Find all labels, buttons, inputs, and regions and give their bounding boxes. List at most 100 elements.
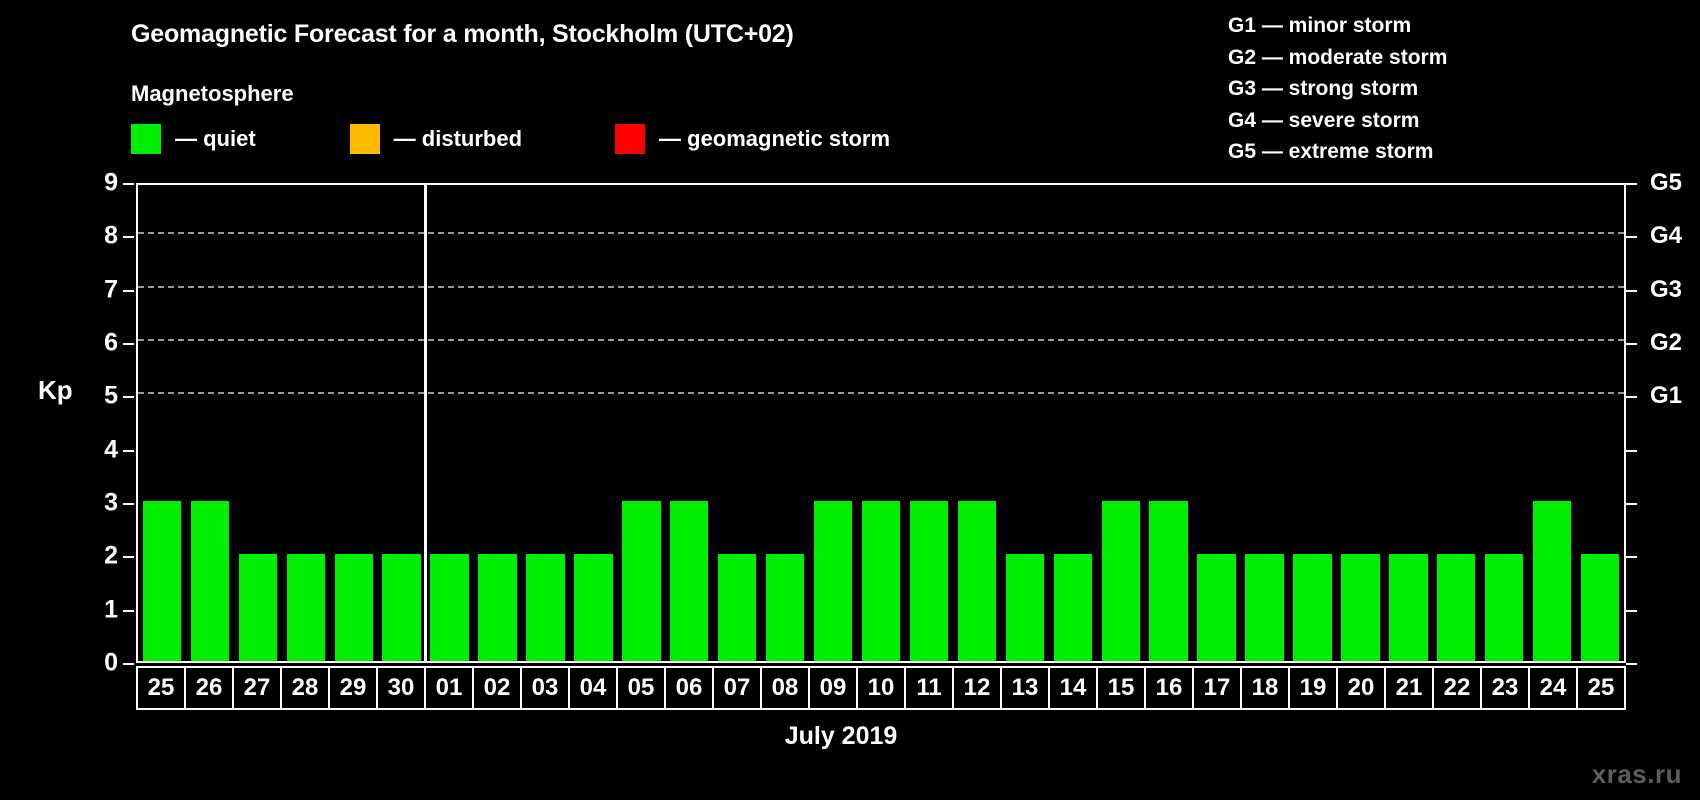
gridline-kp-8: [138, 232, 1624, 235]
bar-slot[interactable]: [522, 185, 570, 661]
bar-slot[interactable]: [282, 185, 330, 661]
bar-slot[interactable]: [905, 185, 953, 661]
day-label-11[interactable]: 06: [666, 668, 714, 708]
day-label-24[interactable]: 19: [1290, 668, 1338, 708]
bar-day-17[interactable]: [1197, 554, 1236, 661]
bar-slot[interactable]: [665, 185, 713, 661]
bar-slot[interactable]: [1480, 185, 1528, 661]
day-label-22[interactable]: 17: [1194, 668, 1242, 708]
day-label-3[interactable]: 28: [282, 668, 330, 708]
bar-slot[interactable]: [809, 185, 857, 661]
g-tick-mark-kp-6: [1626, 343, 1637, 345]
bar-slot[interactable]: [186, 185, 234, 661]
kp-tick-mark-4: [123, 449, 134, 452]
bar-slot[interactable]: [1384, 185, 1432, 661]
bar-day-10[interactable]: [861, 501, 901, 661]
day-label-10[interactable]: 05: [618, 668, 666, 708]
day-label-17[interactable]: 12: [954, 668, 1002, 708]
bar-slot[interactable]: [1049, 185, 1097, 661]
day-label-23[interactable]: 18: [1242, 668, 1290, 708]
bar-day-28[interactable]: [286, 554, 325, 661]
bar-slot[interactable]: [857, 185, 905, 661]
bar-day-05[interactable]: [622, 501, 661, 661]
bar-slot[interactable]: [1432, 185, 1480, 661]
day-label-19[interactable]: 14: [1050, 668, 1098, 708]
bar-day-12[interactable]: [957, 501, 997, 661]
bar-slot[interactable]: [953, 185, 1001, 661]
bar-slot[interactable]: [761, 185, 809, 661]
day-label-21[interactable]: 16: [1146, 668, 1194, 708]
day-label-25[interactable]: 20: [1338, 668, 1386, 708]
bar-slot[interactable]: [330, 185, 378, 661]
bar-day-03[interactable]: [526, 554, 565, 661]
day-label-9[interactable]: 04: [570, 668, 618, 708]
bar-day-06[interactable]: [670, 501, 709, 661]
day-label-4[interactable]: 29: [330, 668, 378, 708]
bar-slot[interactable]: [474, 185, 522, 661]
day-label-29[interactable]: 24: [1530, 668, 1578, 708]
bar-slot[interactable]: [1336, 185, 1384, 661]
bar-slot[interactable]: [1145, 185, 1193, 661]
bar-day-23[interactable]: [1485, 554, 1524, 661]
g-tick-mark-kp-3: [1626, 503, 1637, 505]
bar-day-19[interactable]: [1293, 554, 1332, 661]
day-label-16[interactable]: 11: [906, 668, 954, 708]
day-label-27[interactable]: 22: [1434, 668, 1482, 708]
bar-day-30[interactable]: [382, 554, 421, 661]
bar-day-22[interactable]: [1437, 554, 1476, 661]
kp-tick-label-9: 9: [104, 168, 118, 197]
bar-day-11[interactable]: [909, 501, 949, 661]
bar-day-24[interactable]: [1532, 501, 1572, 661]
bar-slot[interactable]: [1001, 185, 1049, 661]
bar-day-27[interactable]: [238, 554, 278, 661]
day-label-7[interactable]: 02: [474, 668, 522, 708]
day-label-6[interactable]: 01: [426, 668, 474, 708]
bar-day-25[interactable]: [1580, 554, 1620, 661]
bar-slot[interactable]: [234, 185, 282, 661]
bar-slot[interactable]: [1193, 185, 1241, 661]
bar-day-16[interactable]: [1149, 501, 1188, 661]
day-label-0[interactable]: 25: [138, 668, 186, 708]
day-label-14[interactable]: 09: [810, 668, 858, 708]
day-label-28[interactable]: 23: [1482, 668, 1530, 708]
bar-slot[interactable]: [1241, 185, 1289, 661]
bar-day-01[interactable]: [430, 554, 469, 661]
bar-day-04[interactable]: [574, 554, 613, 661]
bar-slot[interactable]: [426, 185, 474, 661]
bar-day-25[interactable]: [142, 501, 182, 661]
bar-slot[interactable]: [1576, 185, 1624, 661]
day-label-12[interactable]: 07: [714, 668, 762, 708]
day-label-13[interactable]: 08: [762, 668, 810, 708]
bar-day-09[interactable]: [813, 501, 853, 661]
bar-day-02[interactable]: [478, 554, 517, 661]
bar-slot[interactable]: [569, 185, 617, 661]
bar-day-15[interactable]: [1101, 501, 1140, 661]
x-axis-title: July 2019: [0, 722, 1700, 751]
day-label-18[interactable]: 13: [1002, 668, 1050, 708]
day-label-30[interactable]: 25: [1587, 674, 1615, 701]
bar-day-14[interactable]: [1053, 554, 1092, 661]
bar-slot[interactable]: [1097, 185, 1145, 661]
bar-slot[interactable]: [713, 185, 761, 661]
bar-slot[interactable]: [617, 185, 665, 661]
bar-day-08[interactable]: [765, 554, 805, 661]
day-label-2[interactable]: 27: [234, 668, 282, 708]
bar-slot[interactable]: [1528, 185, 1576, 661]
day-label-5[interactable]: 30: [378, 668, 426, 708]
bar-slot[interactable]: [1289, 185, 1337, 661]
bar-day-13[interactable]: [1005, 554, 1045, 661]
bar-day-26[interactable]: [190, 501, 230, 661]
kp-axis: 0 1 2 3 4 5 6 7 8 9: [60, 169, 134, 677]
bar-day-21[interactable]: [1389, 554, 1428, 661]
day-label-8[interactable]: 03: [522, 668, 570, 708]
bar-slot[interactable]: [138, 185, 186, 661]
bar-day-18[interactable]: [1245, 554, 1284, 661]
bar-slot[interactable]: [378, 185, 426, 661]
bar-day-29[interactable]: [334, 554, 373, 661]
day-label-26[interactable]: 21: [1386, 668, 1434, 708]
day-label-20[interactable]: 15: [1098, 668, 1146, 708]
day-label-1[interactable]: 26: [186, 668, 234, 708]
day-label-15[interactable]: 10: [858, 668, 906, 708]
bar-day-07[interactable]: [718, 554, 757, 661]
bar-day-20[interactable]: [1341, 554, 1380, 661]
